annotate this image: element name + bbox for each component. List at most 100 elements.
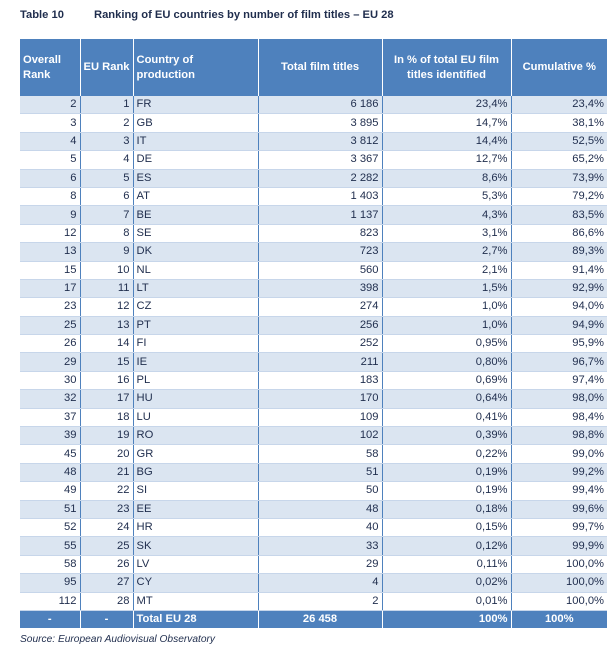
overall-rank-cell: 95 xyxy=(20,573,81,593)
eu-rank-cell: 13 xyxy=(80,316,134,336)
table-row: 29 15 IE 211 0,80% 96,7% xyxy=(20,352,607,372)
cumulative-cell: 99,9% xyxy=(511,536,607,556)
cumulative-cell: 91,4% xyxy=(511,261,607,280)
pct-total-cell: 8,6% xyxy=(382,169,512,188)
overall-rank-cell: 45 xyxy=(20,444,81,464)
cumulative-cell: 100,0% xyxy=(511,555,607,575)
cumulative-cell: 98,8% xyxy=(511,426,607,446)
country-cell: NL xyxy=(133,261,259,280)
cumulative-cell: 98,0% xyxy=(511,389,607,409)
total-titles-cell: 823 xyxy=(258,224,383,244)
header-eu-rank: EU Rank xyxy=(80,39,134,96)
eu-rank-cell: 11 xyxy=(80,279,134,299)
eu-rank-cell: 12 xyxy=(80,297,134,317)
table-row: 48 21 BG 51 0,19% 99,2% xyxy=(20,463,607,483)
pct-total-cell: 0,12% xyxy=(382,536,512,556)
pct-total-cell: 0,80% xyxy=(382,352,512,372)
table-row: 49 22 SI 50 0,19% 99,4% xyxy=(20,481,607,501)
country-cell: GB xyxy=(133,113,259,133)
overall-rank-cell: 3 xyxy=(20,113,81,133)
overall-rank-cell: 51 xyxy=(20,500,81,519)
overall-rank-cell: 15 xyxy=(20,261,81,280)
overall-rank-cell: 29 xyxy=(20,352,81,372)
table-row: 95 27 CY 4 0,02% 100,0% xyxy=(20,573,607,593)
overall-rank-cell: 39 xyxy=(20,426,81,446)
cumulative-cell: 100,0% xyxy=(511,592,607,611)
pct-total-cell: 5,3% xyxy=(382,187,512,207)
cumulative-cell: 89,3% xyxy=(511,242,607,262)
country-cell: FI xyxy=(133,334,259,354)
cumulative-cell: 83,5% xyxy=(511,205,607,225)
total-titles-cell: 560 xyxy=(258,261,383,280)
overall-rank-cell: 23 xyxy=(20,297,81,317)
country-cell: MT xyxy=(133,592,259,611)
country-cell: LT xyxy=(133,279,259,299)
header-overall-rank: Overall Rank xyxy=(20,39,81,96)
eu-rank-cell: 28 xyxy=(80,592,134,611)
cumulative-cell: 100,0% xyxy=(511,573,607,593)
country-cell: HU xyxy=(133,389,259,409)
table-row: 30 16 PL 183 0,69% 97,4% xyxy=(20,371,607,391)
country-cell: IT xyxy=(133,132,259,152)
cumulative-cell: 97,4% xyxy=(511,371,607,391)
table-row: 17 11 LT 398 1,5% 92,9% xyxy=(20,279,607,299)
total-titles-cell: 256 xyxy=(258,316,383,336)
eu-rank-cell: 17 xyxy=(80,389,134,409)
overall-rank-cell: 112 xyxy=(20,592,81,611)
total-titles-cell: 48 xyxy=(258,500,383,519)
cumulative-cell: 52,5% xyxy=(511,132,607,152)
total-titles-cell: 26 458 xyxy=(258,610,383,628)
cumulative-cell: 94,0% xyxy=(511,297,607,317)
table-number: Table 10 xyxy=(20,9,64,21)
country-cell: BE xyxy=(133,205,259,225)
country-cell: ES xyxy=(133,169,259,188)
eu-rank-cell: 4 xyxy=(80,150,134,170)
pct-total-cell: 2,7% xyxy=(382,242,512,262)
table-caption: Table 10 Ranking of EU countries by numb… xyxy=(20,9,394,21)
overall-rank-cell: 25 xyxy=(20,316,81,336)
cumulative-cell: 86,6% xyxy=(511,224,607,244)
country-cell: SK xyxy=(133,536,259,556)
total-overall-cell: - xyxy=(20,610,81,628)
overall-rank-cell: 26 xyxy=(20,334,81,354)
total-titles-cell: 29 xyxy=(258,555,383,575)
pct-total-cell: 0,69% xyxy=(382,371,512,391)
pct-total-cell: 0,19% xyxy=(382,463,512,483)
table-row: 6 5 ES 2 282 8,6% 73,9% xyxy=(20,169,607,188)
table-row: 12 8 SE 823 3,1% 86,6% xyxy=(20,224,607,244)
country-cell: SE xyxy=(133,224,259,244)
pct-total-cell: 0,02% xyxy=(382,573,512,593)
total-titles-cell: 398 xyxy=(258,279,383,299)
total-titles-cell: 3 812 xyxy=(258,132,383,152)
total-titles-cell: 183 xyxy=(258,371,383,391)
pct-total-cell: 0,01% xyxy=(382,592,512,611)
eu-rank-cell: 9 xyxy=(80,242,134,262)
header-pct-total: In % of total EU film titles identified xyxy=(382,39,512,96)
eu-rank-cell: 1 xyxy=(80,96,134,115)
pct-total-cell: 0,64% xyxy=(382,389,512,409)
pct-total-cell: 3,1% xyxy=(382,224,512,244)
cumulative-cell: 23,4% xyxy=(511,96,607,115)
country-cell: SI xyxy=(133,481,259,501)
pct-total-cell: 0,19% xyxy=(382,481,512,501)
table-row: 15 10 NL 560 2,1% 91,4% xyxy=(20,261,607,280)
eu-rank-cell: 7 xyxy=(80,205,134,225)
total-titles-cell: 33 xyxy=(258,536,383,556)
cumulative-cell: 95,9% xyxy=(511,334,607,354)
total-titles-cell: 170 xyxy=(258,389,383,409)
table-row: 25 13 PT 256 1,0% 94,9% xyxy=(20,316,607,336)
overall-rank-cell: 52 xyxy=(20,518,81,538)
eu-rank-cell: 10 xyxy=(80,261,134,280)
eu-rank-cell: 27 xyxy=(80,573,134,593)
pct-total-cell: 1,0% xyxy=(382,316,512,336)
pct-total-cell: 0,39% xyxy=(382,426,512,446)
header-total-titles: Total film titles xyxy=(258,39,383,96)
eu-rank-cell: 21 xyxy=(80,463,134,483)
table-row: 5 4 DE 3 367 12,7% 65,2% xyxy=(20,150,607,170)
cumulative-cell: 96,7% xyxy=(511,352,607,372)
cumulative-cell: 73,9% xyxy=(511,169,607,188)
overall-rank-cell: 9 xyxy=(20,205,81,225)
cumulative-cell: 38,1% xyxy=(511,113,607,133)
table-row: 55 25 SK 33 0,12% 99,9% xyxy=(20,536,607,556)
total-titles-cell: 2 282 xyxy=(258,169,383,188)
